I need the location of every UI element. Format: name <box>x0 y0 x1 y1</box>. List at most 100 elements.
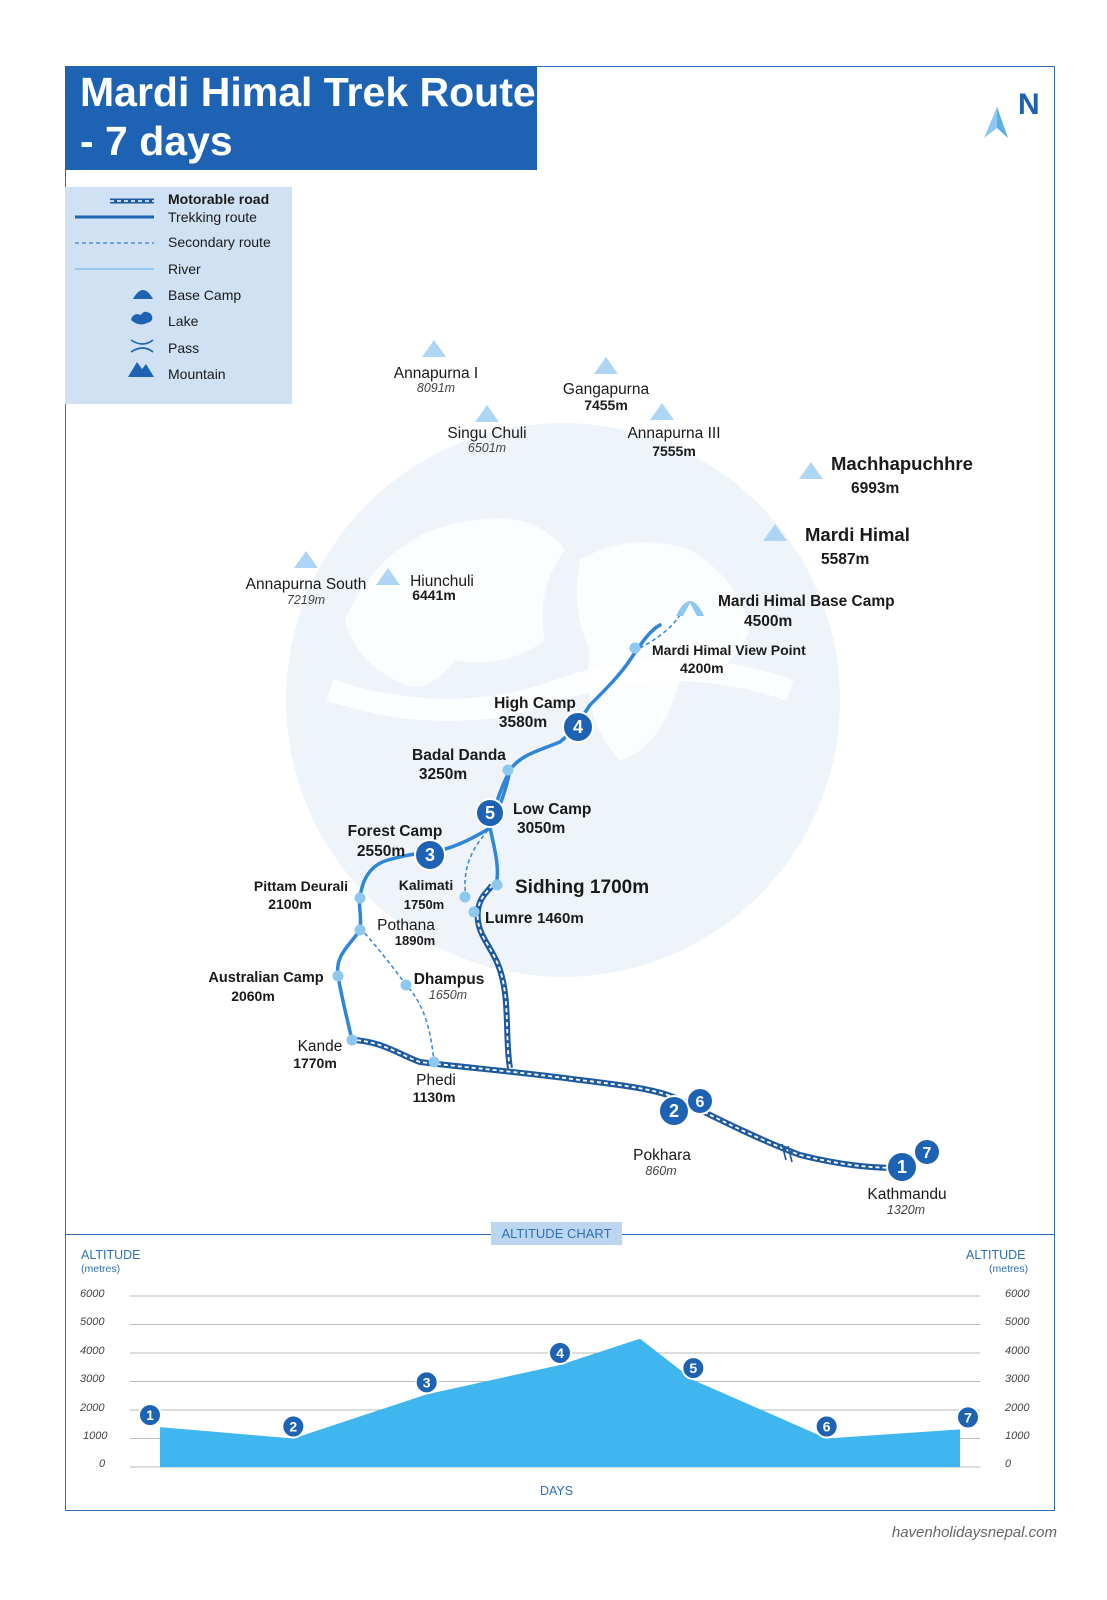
place-pittam-deurali-name: Pittam Deurali <box>254 878 348 894</box>
place-dhampus-elev: 1650m <box>429 988 467 1002</box>
place-kande-elev: 1770m <box>293 1055 337 1071</box>
peak-annapurna-i-name: Annapurna I <box>394 365 478 382</box>
node-sidhing <box>491 879 503 891</box>
svg-text:7: 7 <box>964 1409 972 1425</box>
mardi-himal-mountain-icon <box>763 524 787 541</box>
right-tick-6000: 6000 <box>1005 1288 1030 1300</box>
map-day-badges: 4 5 3 2 6 1 7 <box>414 711 941 1183</box>
place-pothana-elev: 1890m <box>395 933 435 948</box>
place-lumre-name: Lumre <box>485 910 533 927</box>
chart-day-badge-6: 6 <box>814 1414 839 1439</box>
svg-text:2: 2 <box>289 1419 297 1435</box>
svg-text:2: 2 <box>669 1101 679 1121</box>
right-axis-subtitle: (metres) <box>989 1263 1029 1275</box>
altitude-chart-area <box>160 1338 960 1467</box>
chart-day-badge-3: 3 <box>414 1370 439 1395</box>
chart-day-badge-2: 2 <box>281 1414 306 1439</box>
svg-text:4: 4 <box>573 717 583 737</box>
day-badge-2: 2 <box>658 1095 690 1127</box>
left-tick-1000: 1000 <box>83 1430 108 1442</box>
place-badal-danda-elev: 3250m <box>419 766 467 783</box>
base-camp-icon <box>133 290 153 299</box>
day-badge-1: 1 <box>886 1151 918 1183</box>
place-pokhara-name: Pokhara <box>633 1147 691 1164</box>
x-axis-label: DAYS <box>540 1484 574 1498</box>
svg-text:5: 5 <box>689 1360 697 1376</box>
day-badge-5: 5 <box>475 798 505 828</box>
legend-pass-label: Pass <box>168 340 200 356</box>
peak-gangapurna-elev: 7455m <box>584 397 628 413</box>
place-low-camp-elev: 3050m <box>517 820 565 837</box>
day-badge-7: 7 <box>913 1138 941 1166</box>
node-lumre <box>468 906 480 918</box>
place-forest-camp-elev: 2550m <box>357 843 405 860</box>
place-forest-camp-name: Forest Camp <box>348 823 443 840</box>
right-tick-5000: 5000 <box>1005 1316 1030 1328</box>
node-pittam-deurali <box>354 892 366 904</box>
place-kathmandu-elev: 1320m <box>887 1203 925 1217</box>
left-tick-6000: 6000 <box>80 1288 105 1300</box>
left-tick-0: 0 <box>99 1458 106 1470</box>
svg-text:3: 3 <box>423 1374 431 1390</box>
node-view-point <box>629 642 641 654</box>
svg-text:5: 5 <box>485 803 495 823</box>
node-australian-camp <box>332 970 344 982</box>
left-tick-4000: 4000 <box>80 1345 105 1357</box>
route-nodes <box>332 642 641 1068</box>
svg-text:1: 1 <box>897 1157 907 1177</box>
left-tick-5000: 5000 <box>80 1316 105 1328</box>
compass-arrow-icon <box>984 107 1008 138</box>
svg-text:6: 6 <box>823 1419 831 1435</box>
right-tick-4000: 4000 <box>1005 1345 1030 1357</box>
svg-text:4: 4 <box>556 1345 564 1361</box>
left-tick-3000: 3000 <box>80 1373 105 1385</box>
peak-icons <box>294 340 823 585</box>
place-kalimati-name: Kalimati <box>399 877 453 893</box>
annapurna-iii-mountain-icon <box>650 403 674 420</box>
map-frame <box>65 66 1055 1511</box>
peak-annapurna-iii-name: Annapurna III <box>627 425 720 442</box>
peak-mardi-himal-elev: 5587m <box>821 551 869 568</box>
altitude-chart-tab: ALTITUDE CHART <box>491 1222 622 1245</box>
chart-day-badge-7: 7 <box>956 1405 980 1430</box>
peak-machhapuchhre-elev: 6993m <box>851 480 899 497</box>
peak-annapurna-south-elev: 7219m <box>287 593 325 607</box>
svg-text:7: 7 <box>923 1145 932 1162</box>
peak-annapurna-iii-elev: 7555m <box>652 443 696 459</box>
left-axis-title: ALTITUDE <box>81 1248 141 1262</box>
place-low-camp-name: Low Camp <box>513 801 591 818</box>
source-credit: havenholidaysnepal.com <box>891 1524 1057 1541</box>
title-banner <box>65 66 537 170</box>
node-kande <box>346 1034 358 1046</box>
peak-annapurna-south-name: Annapurna South <box>246 576 367 593</box>
right-tick-1000: 1000 <box>1005 1430 1030 1442</box>
hiunchuli-mountain-icon <box>376 568 400 585</box>
node-kalimati <box>459 891 471 903</box>
machhapuchhre-mountain-icon <box>799 462 823 479</box>
legend-panel <box>65 187 292 404</box>
annapurna-i-mountain-icon <box>422 340 446 357</box>
legend-mountain-label: Mountain <box>168 366 226 382</box>
place-sidhing-name: Sidhing 1700m <box>515 877 649 898</box>
right-tick-2000: 2000 <box>1005 1402 1030 1414</box>
legend-trekking-route-label: Trekking route <box>168 209 257 225</box>
pass-icon <box>130 339 154 353</box>
right-tick-0: 0 <box>1005 1458 1012 1470</box>
chart-day-badge-4: 4 <box>548 1340 572 1365</box>
place-mardi-himal-view-point-name: Mardi Himal View Point <box>652 642 806 658</box>
left-axis-subtitle: (metres) <box>81 1263 121 1275</box>
day-badge-6: 6 <box>686 1087 714 1115</box>
day-badge-3: 3 <box>414 839 446 871</box>
annapurna-south-mountain-icon <box>294 551 318 568</box>
chart-day-badge-1: 1 <box>138 1403 162 1428</box>
place-kalimati-elev: 1750m <box>404 897 444 912</box>
place-phedi-elev: 1130m <box>413 1089 456 1105</box>
lake-icon <box>131 311 153 325</box>
peak-hiunchuli-name: Hiunchuli <box>410 573 474 590</box>
day-badge-4: 4 <box>562 711 594 743</box>
place-kande-name: Kande <box>298 1038 343 1055</box>
place-australian-camp-elev: 2060m <box>231 988 275 1004</box>
legend-lake-label: Lake <box>168 313 199 329</box>
place-australian-camp-name: Australian Camp <box>208 970 323 986</box>
